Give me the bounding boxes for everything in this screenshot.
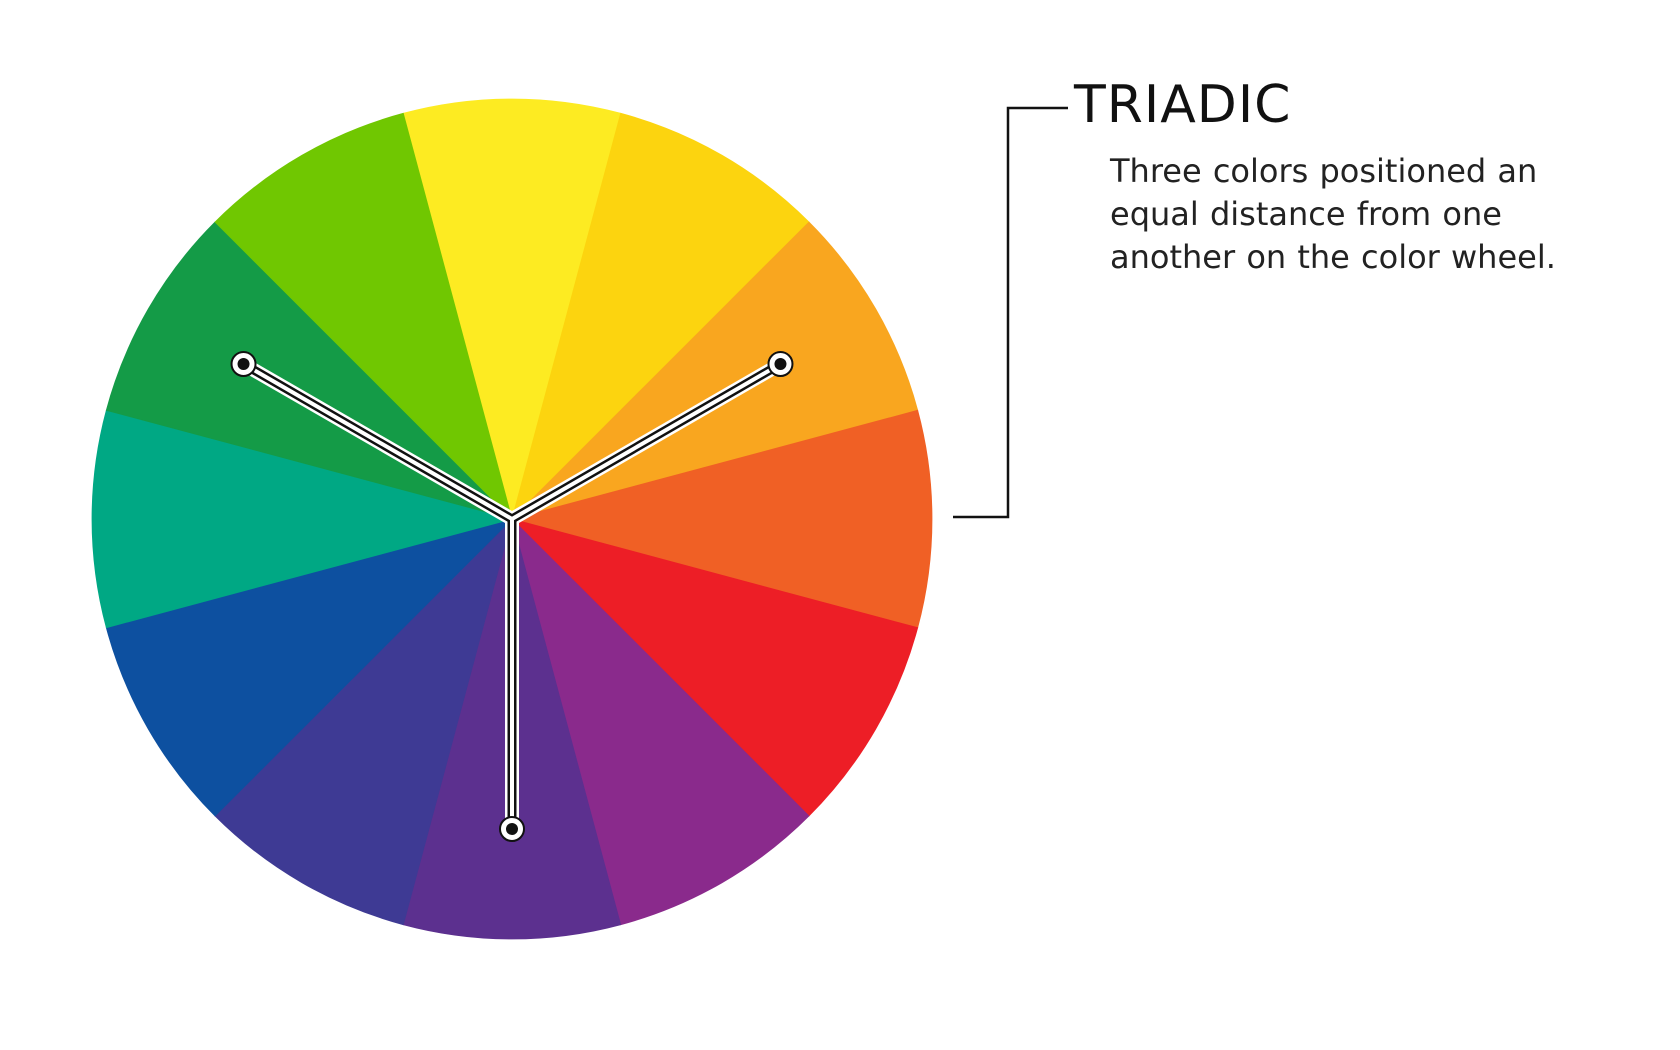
wheel-segment	[511, 517, 810, 926]
wheel-segment	[91, 409, 514, 629]
callout-bracket	[953, 106, 1068, 519]
wheel-segment	[510, 518, 919, 817]
diagram-description: Three colors positioned an equal distanc…	[1110, 150, 1650, 279]
color-wheel	[91, 98, 933, 940]
wheel-segment	[510, 409, 933, 629]
connector-core	[241, 362, 514, 521]
wheel-segment	[402, 98, 622, 521]
diagram-title: TRIADIC	[1074, 75, 1292, 135]
wheel-segment	[511, 112, 810, 521]
triadic-connector	[230, 351, 794, 842]
wheel-segment	[105, 221, 514, 520]
wheel-segment	[214, 517, 513, 926]
connector-endpoint-dot	[506, 823, 518, 835]
connector-core	[510, 362, 783, 521]
wheel-segment	[214, 112, 513, 521]
connector-endpoint-dot	[774, 358, 787, 370]
wheel-segment	[510, 221, 919, 520]
description-line: Three colors positioned an	[1110, 152, 1538, 190]
description-line: equal distance from one	[1110, 195, 1502, 233]
description-line: another on the color wheel.	[1110, 238, 1556, 276]
wheel-segment	[105, 518, 514, 817]
connector-endpoint-dot	[237, 358, 250, 370]
